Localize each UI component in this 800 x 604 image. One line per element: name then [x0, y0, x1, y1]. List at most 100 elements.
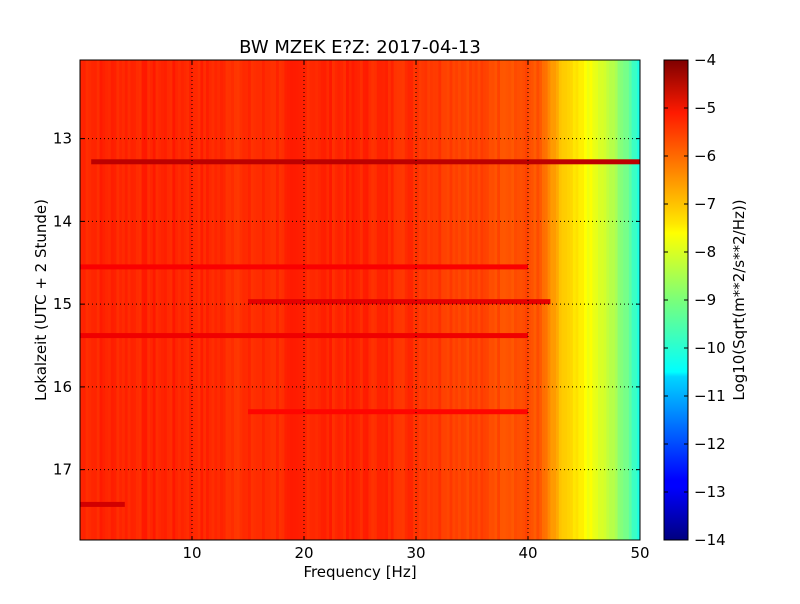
heatmap-column [603, 60, 607, 540]
heatmap-column [553, 60, 557, 540]
colorbar-tick-label: −14 [694, 531, 726, 549]
heatmap-column [242, 60, 246, 540]
heatmap-column [183, 60, 187, 540]
heatmap-column [172, 60, 176, 540]
colorbar-tick-label: −13 [694, 483, 726, 501]
heatmap-column [581, 60, 585, 540]
heatmap-band [91, 159, 640, 165]
y-axis-label: Lokalzeit (UTC + 2 Stunde) [32, 199, 50, 401]
heatmap-column [82, 60, 87, 540]
heatmap-column [116, 60, 120, 540]
spectrogram-heatmap [80, 60, 640, 540]
heatmap-column [96, 60, 101, 540]
heatmap-column [192, 60, 196, 540]
colorbar-tick-label: −6 [694, 147, 716, 165]
heatmap-column [245, 60, 249, 540]
heatmap-column [234, 60, 238, 540]
heatmap-column [556, 60, 560, 540]
heatmap-column [637, 60, 640, 540]
heatmap-band [248, 409, 528, 415]
heatmap-column [161, 60, 165, 540]
heatmap-column [102, 60, 106, 540]
heatmap-column [578, 60, 582, 540]
heatmap-column [152, 60, 157, 540]
heatmap-column [236, 60, 241, 540]
heatmap-column [612, 60, 616, 540]
heatmap-column [113, 60, 117, 540]
heatmap-column [217, 60, 221, 540]
heatmap-column [105, 60, 109, 540]
heatmap-column [231, 60, 235, 540]
colorbar-tick-label: −11 [694, 387, 726, 405]
heatmap-column [550, 60, 554, 540]
x-tick-label: 50 [630, 544, 649, 562]
heatmap-column [598, 60, 602, 540]
colorbar: −4 −5 −6 −7 −8 −9 −10 −11 −12 −13 −14 Log10(Sqrt(m… [663, 51, 748, 549]
heatmap-column [595, 60, 599, 540]
heatmap-column [239, 60, 243, 540]
heatmap-column [144, 60, 148, 540]
x-tick-label: 20 [294, 544, 313, 562]
heatmap-column [558, 60, 563, 540]
y-tick-label: 13 [53, 130, 72, 148]
heatmap-column [110, 60, 115, 540]
heatmap-column [572, 60, 577, 540]
heatmap-column [186, 60, 190, 540]
colorbar-tick-label: −5 [694, 99, 716, 117]
heatmap-column [631, 60, 635, 540]
heatmap-column [147, 60, 151, 540]
heatmap-column [208, 60, 213, 540]
heatmap-column [122, 60, 126, 540]
y-axis: 13 14 15 16 17 [53, 130, 640, 479]
heatmap-column [133, 60, 137, 540]
y-tick-label: 17 [53, 461, 72, 479]
heatmap-column [614, 60, 619, 540]
heatmap-column [108, 60, 112, 540]
heatmap-column [119, 60, 123, 540]
heatmap-column [80, 60, 84, 540]
heatmap-column [180, 60, 185, 540]
x-axis-label: Frequency [Hz] [303, 563, 416, 581]
colorbar-tick-label: −12 [694, 435, 726, 453]
heatmap-column [175, 60, 179, 540]
heatmap-column [620, 60, 624, 540]
heatmap-column [158, 60, 162, 540]
heatmap-column [214, 60, 218, 540]
heatmap-column [197, 60, 201, 540]
plot-frame [79, 59, 641, 541]
heatmap-column [136, 60, 140, 540]
heatmap-column [575, 60, 579, 540]
heatmap-column [194, 60, 199, 540]
heatmap-column [626, 60, 630, 540]
heatmap-column [567, 60, 571, 540]
chart-title: BW MZEK E?Z: 2017-04-13 [239, 37, 481, 58]
heatmap-column [155, 60, 159, 540]
colorbar-tick-label: −8 [694, 243, 716, 261]
heatmap-column [584, 60, 588, 540]
colorbar-tick-label: −7 [694, 195, 716, 213]
x-axis: 10 20 30 40 50 [182, 60, 650, 562]
heatmap-column [189, 60, 193, 540]
heatmap-column [220, 60, 224, 540]
x-tick-label: 30 [406, 544, 425, 562]
heatmap-column [222, 60, 227, 540]
heatmap-column [589, 60, 593, 540]
y-tick-label: 16 [53, 378, 72, 396]
heatmap-column [166, 60, 171, 540]
heatmap-column [99, 60, 103, 540]
heatmap-column [130, 60, 134, 540]
heatmap-column [561, 60, 565, 540]
heatmap-column [623, 60, 627, 540]
colorbar-tick-label: −9 [694, 291, 716, 309]
heatmap-column [586, 60, 591, 540]
heatmap-column [138, 60, 143, 540]
heatmap-column [127, 60, 131, 540]
y-tick-label: 15 [53, 295, 72, 313]
x-tick-label: 40 [518, 544, 537, 562]
heatmap-column [225, 60, 229, 540]
grid-lines [80, 60, 640, 540]
heatmap-column [164, 60, 168, 540]
heatmap-column [617, 60, 621, 540]
